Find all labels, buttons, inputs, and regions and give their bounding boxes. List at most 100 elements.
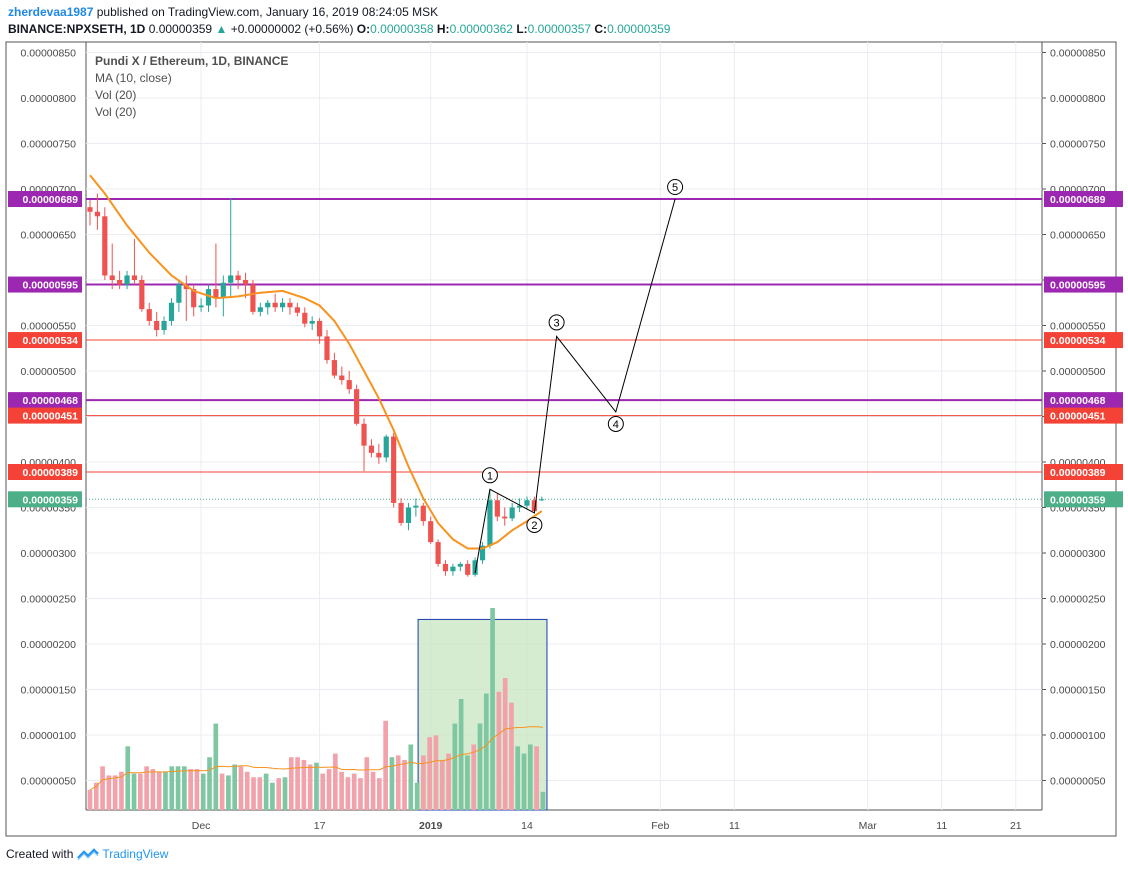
ma10-line bbox=[89, 174, 543, 550]
volume-bar bbox=[163, 771, 168, 810]
candle-body bbox=[442, 563, 449, 572]
y-tick-left: 0.00000850 bbox=[21, 48, 77, 60]
volume-bar bbox=[263, 773, 269, 810]
candle-body bbox=[383, 436, 389, 458]
x-tick-label: 17 bbox=[314, 820, 326, 832]
volume-bar bbox=[540, 791, 546, 810]
level-tag-left bbox=[8, 276, 82, 293]
wave-label-5: 5 bbox=[672, 182, 678, 194]
candle-body bbox=[235, 275, 241, 280]
volume-bar bbox=[100, 766, 105, 810]
level-label-right: 0.00000534 bbox=[1050, 335, 1106, 347]
y-tick-right: 0.00000800 bbox=[1050, 93, 1106, 105]
volume-bar bbox=[439, 759, 445, 810]
low-label: L: bbox=[516, 22, 528, 36]
volume-bar bbox=[383, 720, 388, 810]
x-tick-label: 11 bbox=[936, 820, 947, 832]
volume-bar bbox=[131, 773, 137, 810]
y-tick-right: 0.00000050 bbox=[1050, 776, 1106, 788]
candle-body bbox=[87, 207, 93, 212]
candle-body bbox=[428, 521, 434, 543]
volume-bar bbox=[137, 773, 143, 810]
tradingview-brand[interactable]: TradingView bbox=[102, 847, 169, 861]
volume-ma-line bbox=[89, 726, 543, 791]
level-label-right: 0.00000451 bbox=[1050, 411, 1106, 423]
level-tag-right bbox=[1044, 191, 1123, 208]
level-label-left: 0.00000689 bbox=[23, 194, 79, 206]
candle-body bbox=[228, 275, 234, 283]
y-tick-left: 0.00000800 bbox=[21, 93, 77, 105]
volume-bar bbox=[364, 757, 370, 810]
volume-bar bbox=[471, 744, 477, 810]
publish-info: published on TradingView.com, January 16… bbox=[96, 5, 439, 19]
x-tick-label: 2019 bbox=[419, 820, 443, 832]
high-label: H: bbox=[436, 22, 450, 36]
candle-body bbox=[154, 320, 160, 331]
y-tick-right: 0.00000150 bbox=[1050, 685, 1106, 697]
volume-bar bbox=[358, 778, 363, 810]
y-tick-left: 0.00000200 bbox=[21, 639, 77, 651]
candle-body bbox=[398, 502, 404, 523]
level-label-right: 0.00000595 bbox=[1050, 280, 1106, 292]
candle-body bbox=[279, 302, 286, 308]
volume-bar bbox=[295, 757, 300, 810]
y-tick-right: 0.00000850 bbox=[1050, 48, 1106, 60]
wave-label-2: 2 bbox=[531, 520, 537, 532]
candle-body bbox=[472, 560, 478, 575]
level-tag-left bbox=[8, 191, 82, 208]
open-value: 0.00000358 bbox=[370, 22, 434, 36]
y-tick-right: 0.00000650 bbox=[1050, 230, 1106, 242]
legend-entry: MA (10, close) bbox=[95, 71, 172, 85]
volume-bar bbox=[219, 773, 225, 810]
volume-bar bbox=[402, 759, 407, 810]
close-value: 0.00000359 bbox=[607, 22, 671, 36]
y-tick-right: 0.00000100 bbox=[1050, 730, 1106, 742]
candle-body bbox=[391, 436, 397, 503]
candle-body bbox=[242, 280, 249, 285]
candle-body bbox=[539, 499, 545, 501]
volume-bar bbox=[326, 769, 332, 810]
candle-body bbox=[272, 302, 278, 308]
volume-bar bbox=[87, 789, 93, 810]
wave-label-1: 1 bbox=[487, 470, 493, 482]
candle-body bbox=[331, 360, 337, 376]
candle-body bbox=[205, 289, 212, 306]
candle-body bbox=[376, 452, 382, 458]
candle-body bbox=[109, 275, 115, 280]
volume-bar bbox=[496, 691, 502, 810]
low-value: 0.00000357 bbox=[527, 22, 592, 36]
y-tick-right: 0.00000750 bbox=[1050, 139, 1106, 151]
publish-header: zherdevaa1987 published on TradingView.c… bbox=[8, 4, 438, 20]
volume-bar bbox=[477, 723, 483, 810]
volume-bar bbox=[408, 744, 414, 810]
volume-bar bbox=[182, 766, 187, 810]
level-label-right: 0.00000689 bbox=[1050, 194, 1106, 206]
candle-body bbox=[117, 280, 123, 285]
x-tick-label: Dec bbox=[192, 820, 211, 832]
volume-bar bbox=[483, 693, 489, 810]
symbol-header: BINANCE:NPXSETH, 1D 0.00000359 ▲ +0.0000… bbox=[8, 21, 670, 37]
level-label-right: 0.00000389 bbox=[1050, 467, 1106, 479]
volume-bar bbox=[377, 778, 382, 810]
level-tag-right bbox=[1044, 276, 1123, 293]
candle-body bbox=[220, 282, 226, 299]
volume-bar bbox=[534, 746, 539, 810]
y-tick-left: 0.00000300 bbox=[21, 548, 77, 560]
candle-body bbox=[531, 500, 537, 512]
volume-bar bbox=[125, 746, 131, 810]
candle-body bbox=[102, 216, 108, 276]
candle-body bbox=[346, 380, 352, 390]
volume-bar bbox=[175, 766, 181, 810]
up-arrow-icon: ▲ bbox=[215, 22, 228, 36]
open-label: O: bbox=[356, 22, 371, 36]
chart-frame bbox=[5, 41, 1117, 837]
footer: Created with TradingView bbox=[6, 847, 168, 861]
volume-bar bbox=[251, 777, 256, 810]
volume-bar bbox=[207, 757, 212, 810]
current-price-label-left: 0.00000359 bbox=[23, 494, 79, 506]
y-tick-left: 0.00000150 bbox=[21, 685, 77, 697]
volume-bar bbox=[194, 769, 200, 810]
high-value: 0.00000362 bbox=[449, 22, 513, 36]
author-link[interactable]: zherdevaa1987 bbox=[8, 5, 94, 19]
